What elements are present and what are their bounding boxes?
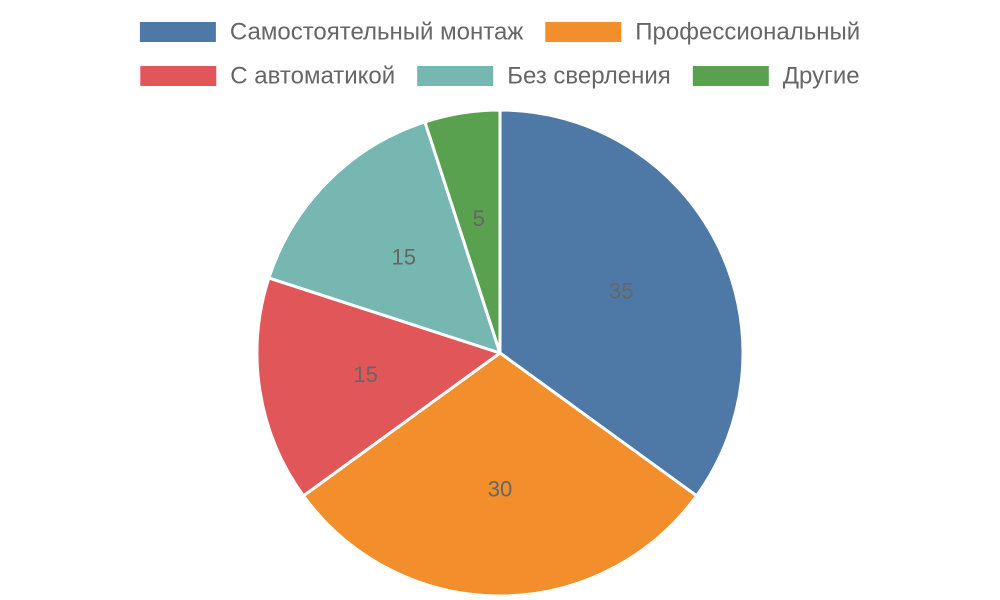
legend-label-4: Без сверления (507, 63, 671, 90)
legend-swatch-1 (139, 22, 216, 42)
data-label-2: 30 (488, 477, 512, 502)
legend-label-5: Другие (783, 63, 860, 90)
legend-item-5[interactable]: Другие (692, 63, 860, 90)
data-label-4: 15 (392, 244, 416, 269)
pie-slice-5[interactable] (423, 108, 502, 355)
legend-item-2[interactable]: Профессиональный (545, 19, 860, 46)
slice-labels: 35 30 15 15 5 (353, 206, 633, 502)
pie-slice-1[interactable] (498, 108, 745, 498)
legend-label-2: Профессиональный (635, 19, 860, 46)
legend-item-3[interactable]: С автоматикой (140, 63, 395, 90)
chart-legend: Самостоятельный монтаж Профессиональный С … (139, 19, 860, 90)
data-label-5: 5 (473, 206, 485, 231)
pie-slices (255, 108, 745, 598)
data-label-3: 15 (353, 362, 377, 387)
legend-swatch-3 (140, 66, 217, 86)
legend-item-1[interactable]: Самостоятельный монтаж (139, 19, 523, 46)
pie-slice-3[interactable] (255, 276, 502, 498)
data-label-1: 35 (609, 279, 633, 304)
legend-item-4[interactable]: Без сверления (417, 63, 671, 90)
pie-slice-2[interactable] (301, 351, 699, 598)
legend-swatch-2 (545, 22, 622, 42)
legend-swatch-5 (692, 66, 769, 86)
legend-swatch-4 (417, 66, 494, 86)
legend-label-3: С автоматикой (230, 63, 395, 90)
legend-label-1: Самостоятельный монтаж (230, 19, 523, 46)
